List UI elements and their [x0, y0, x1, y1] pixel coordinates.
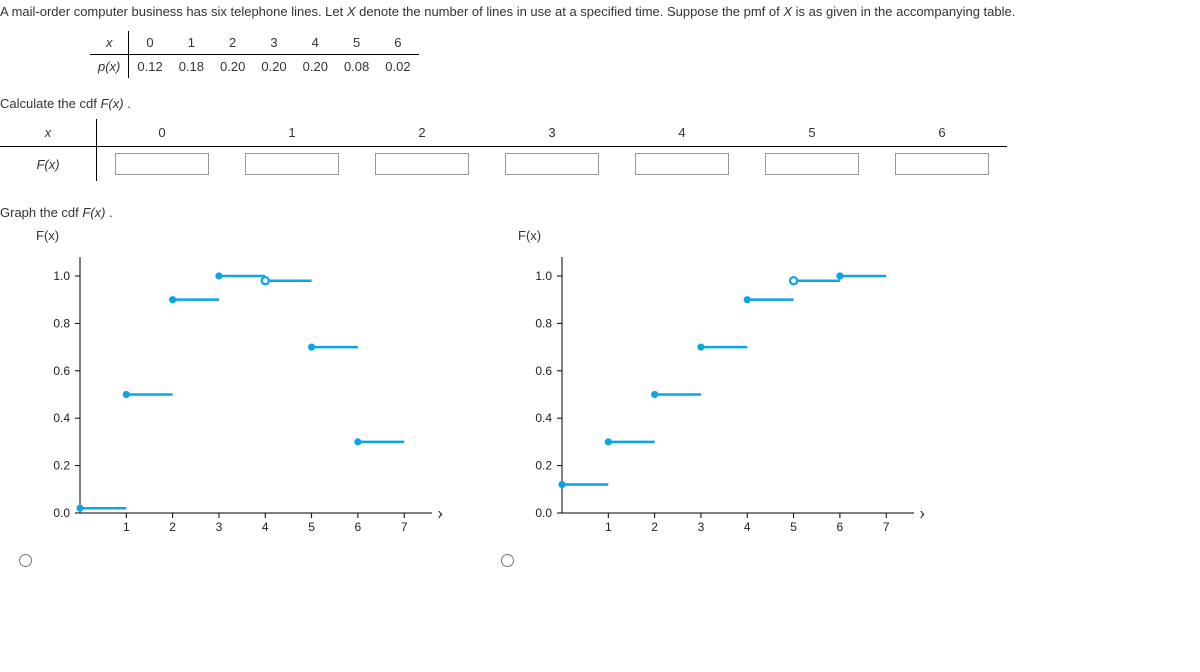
- svg-text:3: 3: [216, 520, 223, 534]
- pmf-x-3: 3: [253, 31, 294, 55]
- svg-text:5: 5: [308, 520, 315, 534]
- svg-text:1.0: 1.0: [535, 269, 552, 283]
- svg-text:4: 4: [744, 520, 751, 534]
- svg-text:0.8: 0.8: [535, 316, 552, 330]
- pmf-x-5: 5: [336, 31, 377, 55]
- cdf-chart-right: 0.0 0.2 0.4 0.6 0.8 1.0 1 2 3 4 5 6 7 x: [514, 245, 924, 545]
- graph-fn: F(x): [82, 205, 105, 220]
- cdf-col-0: 0: [97, 119, 228, 147]
- pmf-p-4: 0.20: [295, 55, 336, 79]
- svg-text:1.0: 1.0: [53, 269, 70, 283]
- chart-left-radio[interactable]: [19, 554, 32, 567]
- cdf-col-4: 4: [617, 119, 747, 147]
- svg-text:0.0: 0.0: [53, 506, 70, 520]
- calc-cdf-instruction: Calculate the cdf F(x) .: [0, 96, 1200, 111]
- calc-post: .: [127, 96, 131, 111]
- cdf-input-1[interactable]: [245, 153, 339, 175]
- pmf-x-label: x: [90, 31, 129, 55]
- svg-text:x: x: [438, 506, 442, 521]
- svg-text:0.2: 0.2: [535, 459, 552, 473]
- pmf-p-3: 0.20: [253, 55, 294, 79]
- svg-text:0.2: 0.2: [53, 459, 70, 473]
- svg-text:1: 1: [605, 520, 612, 534]
- pmf-p-1: 0.18: [171, 55, 212, 79]
- svg-text:7: 7: [401, 520, 408, 534]
- svg-text:6: 6: [837, 520, 844, 534]
- problem-pre: A mail-order computer business has six t…: [0, 4, 347, 19]
- svg-text:7: 7: [883, 520, 890, 534]
- cdf-col-6: 6: [877, 119, 1007, 147]
- cdf-input-0[interactable]: [115, 153, 209, 175]
- pmf-x-4: 4: [295, 31, 336, 55]
- svg-text:3: 3: [698, 520, 705, 534]
- pmf-p-5: 0.08: [336, 55, 377, 79]
- pmf-p-6: 0.02: [377, 55, 418, 79]
- svg-text:0.6: 0.6: [535, 364, 552, 378]
- svg-text:0.4: 0.4: [53, 411, 70, 425]
- graph-cdf-instruction: Graph the cdf F(x) .: [0, 205, 1200, 220]
- svg-text:6: 6: [355, 520, 362, 534]
- svg-text:0.6: 0.6: [53, 364, 70, 378]
- svg-text:0.0: 0.0: [535, 506, 552, 520]
- chart-right-radio[interactable]: [501, 554, 514, 567]
- pmf-x-2: 2: [212, 31, 253, 55]
- problem-statement: A mail-order computer business has six t…: [0, 4, 1200, 19]
- chart-option-left: F(x) 0.0 0.2 0.4 0.6 0.8 1.0 1 2 3 4 5 6 7 x: [0, 228, 442, 570]
- svg-text:2: 2: [651, 520, 658, 534]
- cdf-chart-left: 0.0 0.2 0.4 0.6 0.8 1.0 1 2 3 4 5 6 7 x: [32, 245, 442, 545]
- cdf-input-6[interactable]: [895, 153, 989, 175]
- calc-pre: Calculate the cdf: [0, 96, 100, 111]
- pmf-table: x 0 1 2 3 4 5 6 p(x) 0.12 0.18 0.20 0.20…: [90, 31, 419, 78]
- problem-var1: X: [347, 4, 356, 19]
- svg-text:0.8: 0.8: [53, 316, 70, 330]
- graph-pre: Graph the cdf: [0, 205, 82, 220]
- calc-fn: F(x): [100, 96, 123, 111]
- svg-text:x: x: [920, 506, 924, 521]
- cdf-col-2: 2: [357, 119, 487, 147]
- pmf-p-2: 0.20: [212, 55, 253, 79]
- svg-text:4: 4: [262, 520, 269, 534]
- cdf-input-5[interactable]: [765, 153, 859, 175]
- cdf-col-5: 5: [747, 119, 877, 147]
- graph-post: .: [109, 205, 113, 220]
- cdf-input-3[interactable]: [505, 153, 599, 175]
- cdf-col-3: 3: [487, 119, 617, 147]
- cdf-input-2[interactable]: [375, 153, 469, 175]
- pmf-p-label: p(x): [90, 55, 129, 79]
- svg-text:2: 2: [169, 520, 176, 534]
- cdf-col-1: 1: [227, 119, 357, 147]
- cdf-f-label: F(x): [0, 147, 97, 182]
- problem-mid: denote the number of lines in use at a s…: [359, 4, 783, 19]
- pmf-x-1: 1: [171, 31, 212, 55]
- chart-right-ylabel: F(x): [518, 228, 541, 243]
- chart-left-ylabel: F(x): [36, 228, 59, 243]
- pmf-x-0: 0: [129, 31, 171, 55]
- svg-text:0.4: 0.4: [535, 411, 552, 425]
- cdf-input-4[interactable]: [635, 153, 729, 175]
- svg-text:1: 1: [123, 520, 130, 534]
- problem-post: is as given in the accompanying table.: [796, 4, 1016, 19]
- svg-text:5: 5: [790, 520, 797, 534]
- pmf-x-6: 6: [377, 31, 418, 55]
- pmf-p-0: 0.12: [129, 55, 171, 79]
- cdf-x-label: x: [0, 119, 97, 147]
- charts-row: F(x) 0.0 0.2 0.4 0.6 0.8 1.0 1 2 3 4 5 6 7 x F(x) 0.0…: [0, 228, 1200, 570]
- problem-var2: X: [783, 4, 792, 19]
- chart-option-right: F(x) 0.0 0.2 0.4 0.6 0.8 1.0 1 2 3 4 5 6 7 x: [482, 228, 924, 570]
- cdf-input-table: x 0 1 2 3 4 5 6 F(x): [0, 119, 1007, 181]
